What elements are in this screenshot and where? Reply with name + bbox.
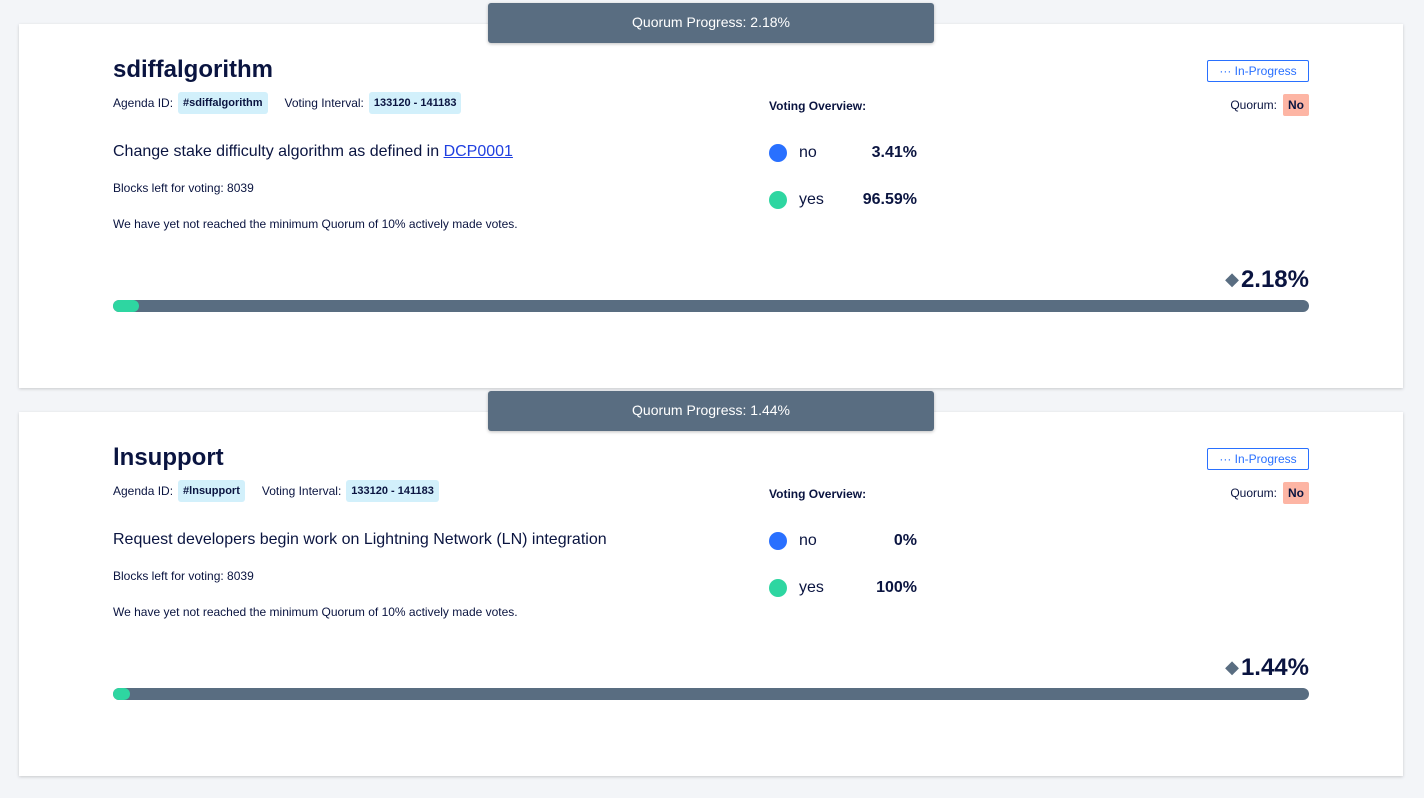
quorum-value: No xyxy=(1283,482,1309,504)
quorum-progress-bar[interactable] xyxy=(113,300,1309,312)
blocks-left: Blocks left for voting: 8039 xyxy=(113,569,254,583)
quorum-value: No xyxy=(1283,94,1309,116)
choice-percent: 100% xyxy=(876,579,917,596)
agenda-id-label: Agenda ID: xyxy=(113,96,174,110)
quorum-progress-tooltip: Quorum Progress: 2.18% xyxy=(488,3,934,43)
blue-dot-icon xyxy=(769,532,787,550)
quorum-percent: ◆1.44% xyxy=(1225,654,1309,682)
agenda-card: Quorum Progress: 1.44% lnsupport Agenda … xyxy=(19,391,1403,776)
vote-choice-yes: yes 96.59% xyxy=(769,188,929,212)
voting-interval-label: Voting Interval: xyxy=(284,96,364,110)
quorum-indicator: Quorum: No xyxy=(1230,94,1309,116)
vote-choice-no: no 3.41% xyxy=(769,141,929,165)
blue-dot-icon xyxy=(769,144,787,162)
voting-interval-tag: 133120 - 141183 xyxy=(346,480,439,502)
description-text: Change stake difficulty algorithm as def… xyxy=(113,143,444,160)
quorum-percent-value: 1.44% xyxy=(1240,654,1309,681)
status-badge: ··· In-Progress xyxy=(1207,60,1309,82)
voting-overview-label: Voting Overview: xyxy=(769,487,867,501)
agenda-title: lnsupport xyxy=(113,444,224,471)
voting-interval-label: Voting Interval: xyxy=(261,484,342,498)
quorum-indicator: Quorum: No xyxy=(1230,482,1309,504)
choice-percent: 0% xyxy=(893,532,917,549)
quorum-note: We have yet not reached the minimum Quor… xyxy=(113,217,518,231)
vote-choice-yes: yes 100% xyxy=(769,576,929,600)
agenda-id-tag: #lnsupport xyxy=(178,480,245,502)
choice-name: no xyxy=(799,532,817,549)
green-dot-icon xyxy=(769,579,787,597)
agenda-meta: Agenda ID: #lnsupport Voting Interval: 1… xyxy=(113,480,456,502)
choice-percent: 96.59% xyxy=(862,191,917,208)
diamond-icon: ◆ xyxy=(1225,657,1239,677)
quorum-progress-tooltip: Quorum Progress: 1.44% xyxy=(488,391,934,431)
agenda-card: Quorum Progress: 2.18% sdiffalgorithm Ag… xyxy=(19,3,1403,388)
quorum-note: We have yet not reached the minimum Quor… xyxy=(113,605,518,619)
agenda-id-tag: #sdiffalgorithm xyxy=(178,92,268,114)
dcp-link[interactable]: DCP0001 xyxy=(443,143,513,160)
choice-name: yes xyxy=(799,579,824,596)
agenda-title: sdiffalgorithm xyxy=(113,56,273,83)
description-text: Request developers begin work on Lightni… xyxy=(113,531,607,548)
agenda-description: Request developers begin work on Lightni… xyxy=(113,531,607,549)
agenda-description: Change stake difficulty algorithm as def… xyxy=(113,143,513,161)
voting-overview-label: Voting Overview: xyxy=(769,99,867,113)
quorum-percent-value: 2.18% xyxy=(1240,266,1309,293)
vote-choice-no: no 0% xyxy=(769,529,929,553)
choice-percent: 3.41% xyxy=(871,144,917,161)
status-badge: ··· In-Progress xyxy=(1207,448,1309,470)
choice-name: no xyxy=(799,144,817,161)
choice-name: yes xyxy=(799,191,824,208)
agenda-id-label: Agenda ID: xyxy=(113,484,174,498)
quorum-label: Quorum: xyxy=(1230,98,1277,112)
quorum-percent: ◆2.18% xyxy=(1225,266,1309,294)
quorum-progress-fill xyxy=(113,300,140,312)
agenda-meta: Agenda ID: #sdiffalgorithm Voting Interv… xyxy=(113,92,478,114)
quorum-label: Quorum: xyxy=(1230,486,1277,500)
quorum-progress-bar[interactable] xyxy=(113,688,1309,700)
voting-interval-tag: 133120 - 141183 xyxy=(368,92,462,114)
quorum-progress-fill xyxy=(113,688,131,700)
diamond-icon: ◆ xyxy=(1225,269,1239,289)
blocks-left: Blocks left for voting: 8039 xyxy=(113,181,254,195)
green-dot-icon xyxy=(769,191,787,209)
